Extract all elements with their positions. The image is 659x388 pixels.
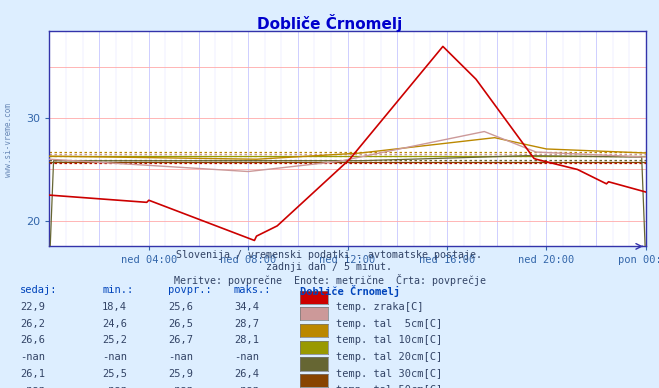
Text: 24,6: 24,6 [102,319,127,329]
Text: temp. tal 50cm[C]: temp. tal 50cm[C] [336,385,442,388]
Text: temp. tal  5cm[C]: temp. tal 5cm[C] [336,319,442,329]
Text: temp. tal 30cm[C]: temp. tal 30cm[C] [336,369,442,379]
Text: 26,4: 26,4 [234,369,259,379]
Text: temp. tal 10cm[C]: temp. tal 10cm[C] [336,335,442,345]
Text: 26,2: 26,2 [20,319,45,329]
Text: 26,1: 26,1 [20,369,45,379]
Text: Dobliče Črnomelj: Dobliče Črnomelj [300,285,400,297]
Text: 25,2: 25,2 [102,335,127,345]
Text: www.si-vreme.com: www.si-vreme.com [4,103,13,177]
Text: min.:: min.: [102,285,133,295]
Text: Dobliče Črnomelj: Dobliče Črnomelj [257,14,402,31]
Text: zadnji dan / 5 minut.: zadnji dan / 5 minut. [266,262,393,272]
Text: 26,5: 26,5 [168,319,193,329]
Text: 25,5: 25,5 [102,369,127,379]
Text: temp. tal 20cm[C]: temp. tal 20cm[C] [336,352,442,362]
Text: 18,4: 18,4 [102,302,127,312]
Text: sedaj:: sedaj: [20,285,57,295]
Text: -nan: -nan [234,352,259,362]
Text: 26,7: 26,7 [168,335,193,345]
Text: 34,4: 34,4 [234,302,259,312]
Text: -nan: -nan [102,352,127,362]
Text: 28,7: 28,7 [234,319,259,329]
Text: Meritve: povprečne  Enote: metrične  Črta: povprečje: Meritve: povprečne Enote: metrične Črta:… [173,274,486,286]
Text: maks.:: maks.: [234,285,272,295]
Text: 28,1: 28,1 [234,335,259,345]
Text: -nan: -nan [234,385,259,388]
Text: povpr.:: povpr.: [168,285,212,295]
Text: -nan: -nan [102,385,127,388]
Text: -nan: -nan [20,385,45,388]
Text: -nan: -nan [20,352,45,362]
Text: 26,6: 26,6 [20,335,45,345]
Text: -nan: -nan [168,385,193,388]
Text: 25,9: 25,9 [168,369,193,379]
Text: 22,9: 22,9 [20,302,45,312]
Text: temp. zraka[C]: temp. zraka[C] [336,302,424,312]
Text: Slovenija / vremenski podatki - avtomatske postaje.: Slovenija / vremenski podatki - avtomats… [177,250,482,260]
Text: 25,6: 25,6 [168,302,193,312]
Text: -nan: -nan [168,352,193,362]
